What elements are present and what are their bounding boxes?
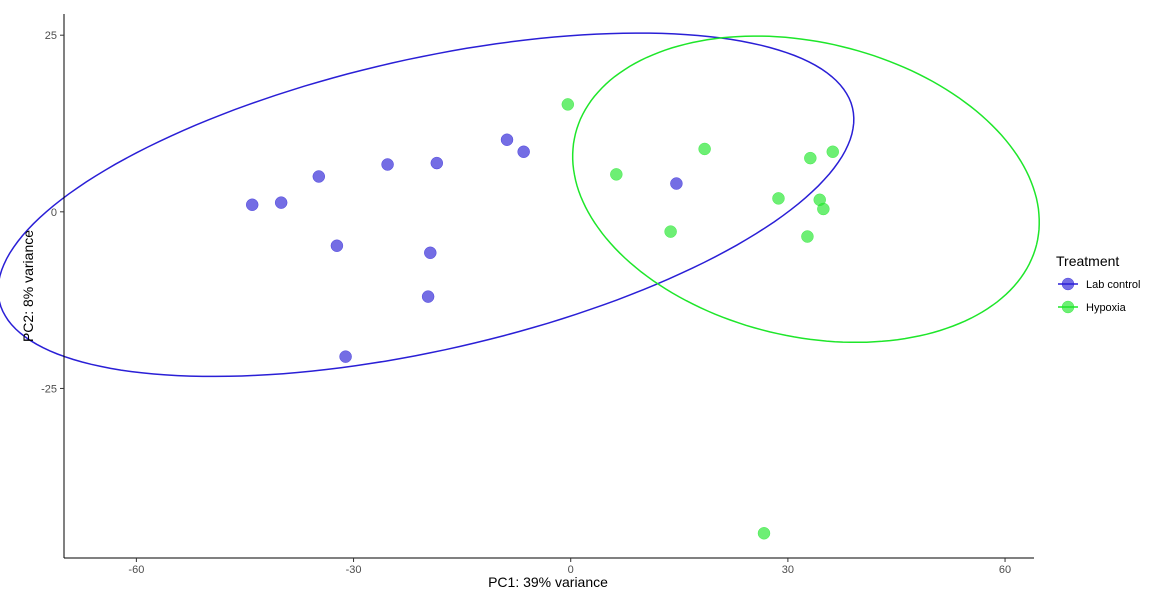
point-hypoxia: [826, 145, 840, 159]
x-tick-label: 30: [782, 564, 794, 576]
point-lab-control: [245, 198, 259, 212]
axis-layer: [63, 14, 1034, 559]
point-hypoxia: [817, 202, 830, 216]
x-ticks: -60 -30 0 30 60: [128, 558, 1011, 576]
point-lab-control: [330, 239, 344, 252]
point-hypoxia: [698, 142, 711, 156]
point-layer: [245, 98, 840, 540]
legend-title: Treatment: [1056, 253, 1119, 269]
point-hypoxia: [664, 225, 677, 238]
point-hypoxia: [561, 98, 575, 111]
y-ticks: 25 0 -25: [41, 30, 64, 395]
point-lab-control: [274, 196, 288, 209]
y-tick-label: -25: [41, 383, 57, 395]
point-hypoxia: [801, 230, 814, 243]
point-hypoxia: [610, 168, 623, 181]
point-lab-control: [421, 290, 435, 303]
ellipse-lab-control: [0, 32, 855, 378]
point-hypoxia: [757, 527, 771, 540]
legend-items: Lab control Hypoxia: [1058, 277, 1140, 314]
legend: Treatment Lab control Hypoxia: [1056, 253, 1140, 314]
x-axis-title: PC1: 39% variance: [488, 574, 608, 590]
point-lab-control: [500, 133, 514, 147]
legend-key: [1061, 300, 1075, 314]
legend-label: Hypoxia: [1086, 302, 1127, 314]
point-lab-control: [430, 156, 444, 170]
ellipse-layer: [0, 32, 1040, 378]
point-hypoxia: [804, 151, 817, 165]
point-lab-control: [381, 158, 394, 171]
legend-item-lab-control: Lab control: [1058, 277, 1140, 291]
point-lab-control: [517, 145, 530, 159]
legend-item-hypoxia: Hypoxia: [1058, 300, 1127, 314]
point-lab-control: [670, 177, 683, 190]
legend-key: [1061, 277, 1075, 291]
ellipse-hypoxia: [571, 35, 1040, 344]
point-hypoxia: [772, 192, 785, 205]
x-tick-label: 60: [999, 564, 1011, 576]
legend-label: Lab control: [1086, 279, 1140, 291]
y-tick-label: 0: [51, 207, 57, 219]
point-lab-control: [339, 350, 352, 363]
y-tick-label: 25: [45, 30, 57, 42]
x-tick-label: -30: [346, 564, 362, 576]
x-tick-label: -60: [128, 564, 144, 576]
point-lab-control: [424, 246, 437, 260]
point-lab-control: [312, 170, 326, 183]
y-axis-title: PC2: 8% variance: [20, 230, 36, 342]
x-tick-label: 0: [568, 564, 574, 576]
